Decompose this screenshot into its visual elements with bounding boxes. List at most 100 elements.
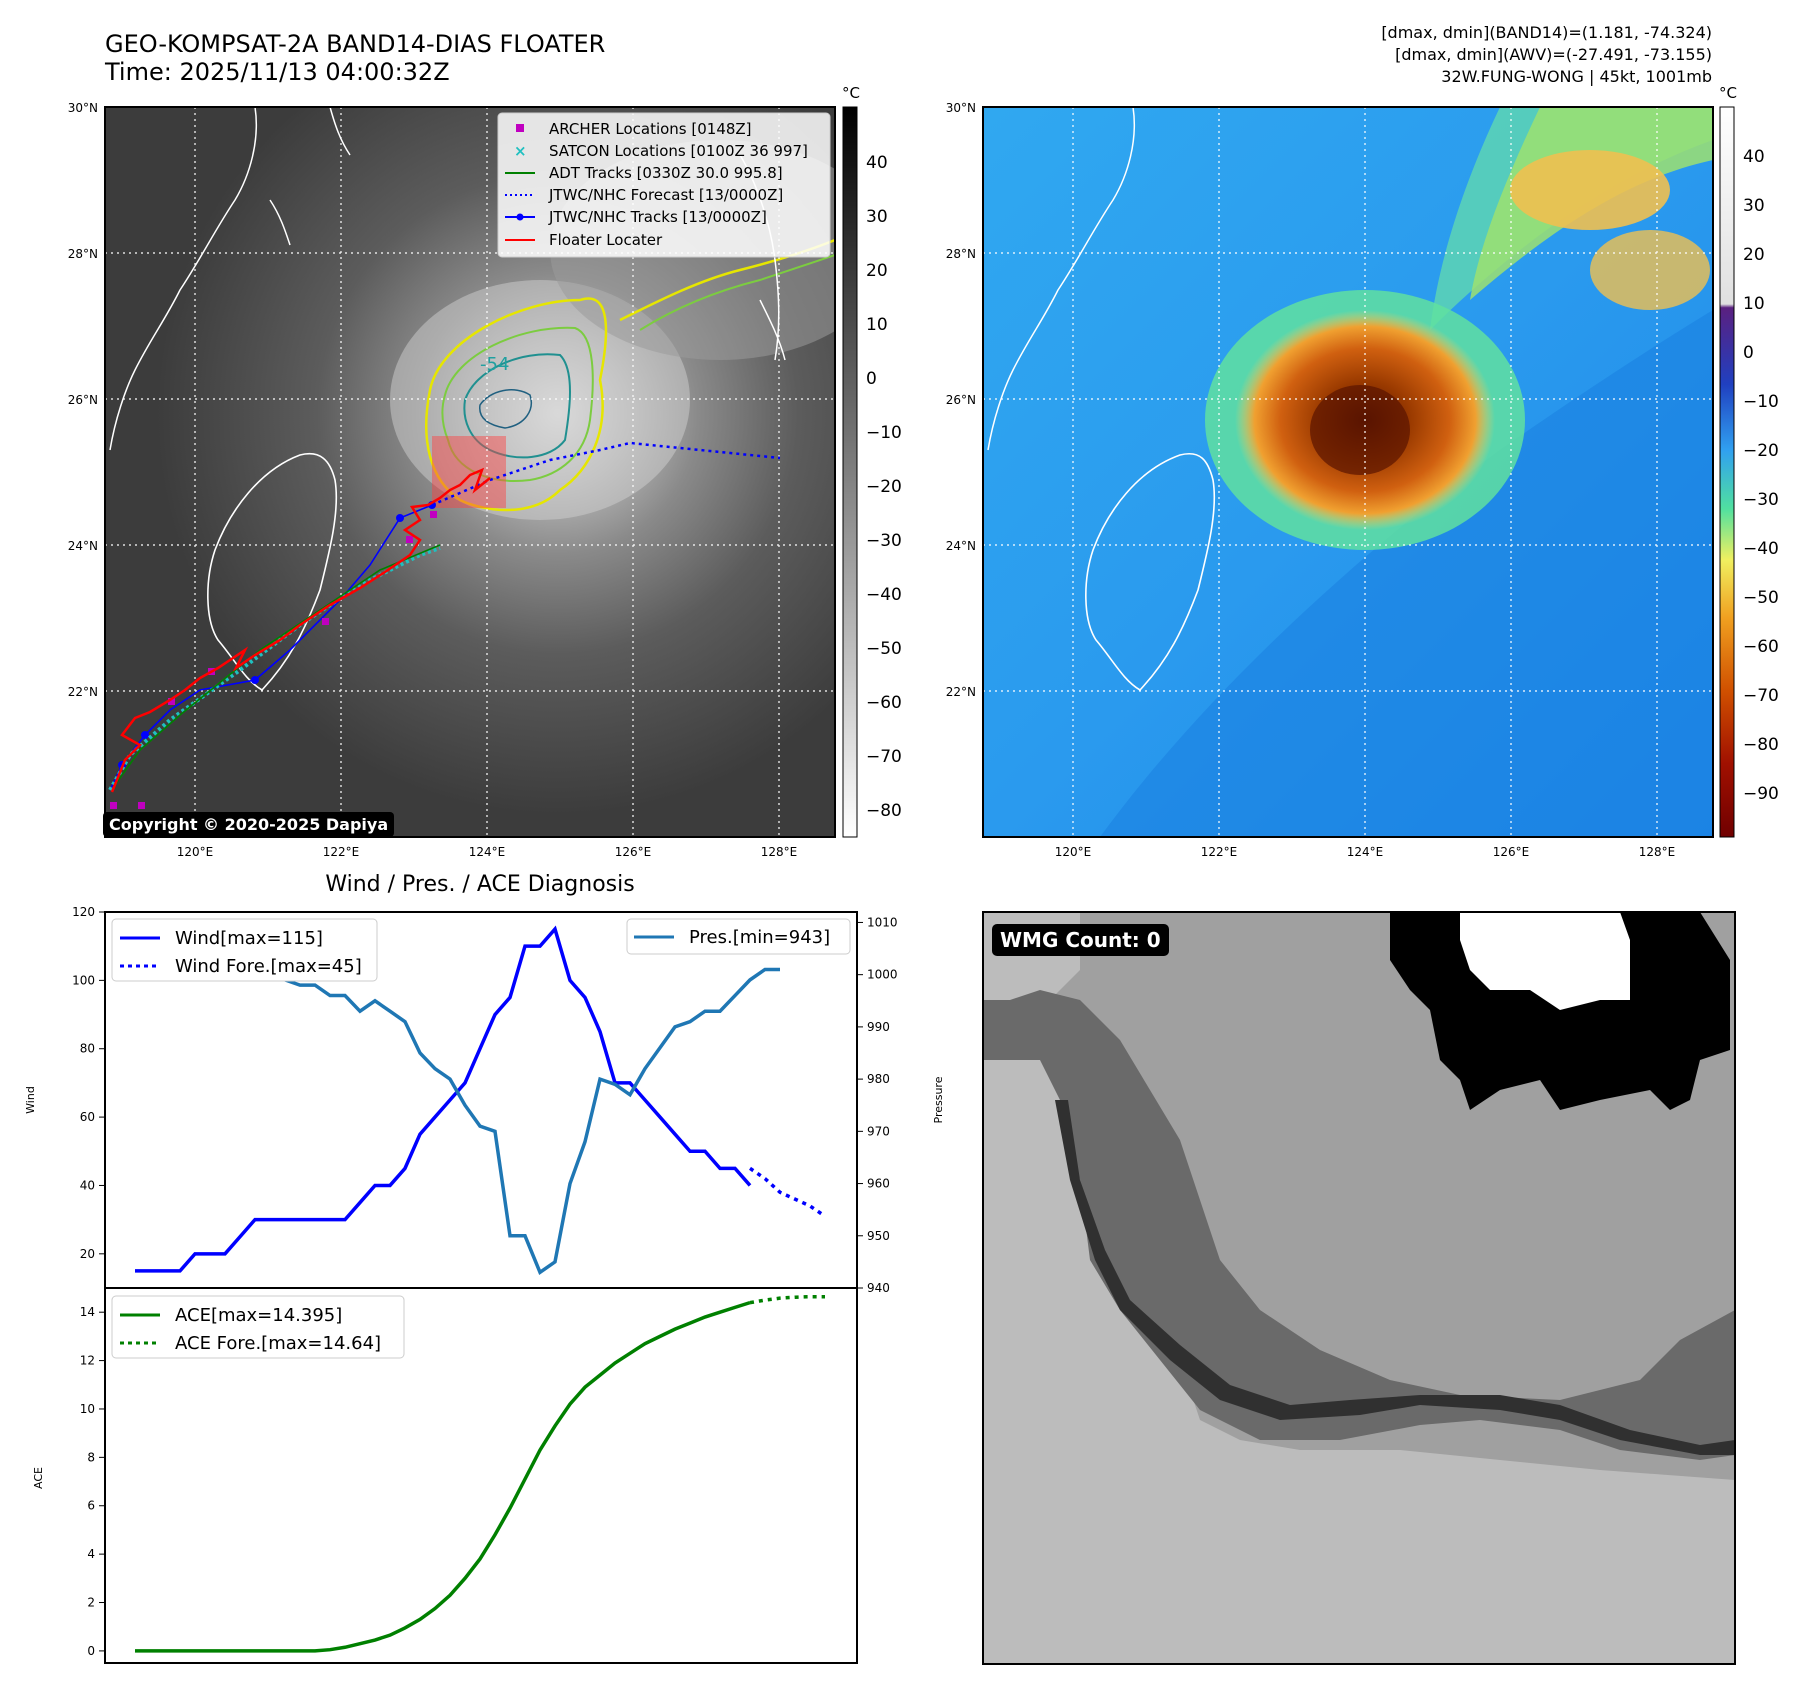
color-storm-eye-region [1310,385,1410,475]
ace-ytick-label: 12 [80,1354,95,1368]
wmg-light-region [983,912,1735,1664]
gray-tick-20: 20 [866,261,888,281]
ir-lon-126: 126°E [615,845,652,859]
gray-colorbar-ticks: 40 30 20 10 0 −10 −20 −30 −40 −50 −60 −7… [866,153,902,821]
ace-ytick-label: 14 [80,1305,95,1319]
floater-locater-box [432,436,506,508]
gray-colorbar-unit: °C [842,84,860,102]
color-lat-30: 30°N [946,101,976,115]
color-tick-m90: −90 [1743,784,1779,804]
color-map-frame [982,106,1714,838]
ir-lon-122: 122°E [323,845,360,859]
color-lat-28: 28°N [946,247,976,261]
pressure-ytick-label: 960 [867,1177,890,1191]
legend-wind-fore-label: Wind Fore.[max=45] [175,956,362,977]
ace-series-line [135,1300,751,1653]
color-warm-patch-1 [1510,150,1670,230]
legend-archer-marker [516,124,524,132]
legend-satcon-label: SATCON Locations [0100Z 36 997] [549,142,808,160]
color-gridlines [983,107,1713,837]
color-tick-0: 0 [1743,343,1754,363]
color-tick-m50: −50 [1743,588,1779,608]
ace-ytick-label: 2 [87,1596,95,1610]
wind-series-line [135,925,752,1273]
legend-ace-label: ACE[max=14.395] [175,1305,342,1326]
wind-ytick-label: 20 [80,1247,95,1261]
ir-lon-128: 128°E [761,845,798,859]
ir-lat-26: 26°N [68,393,98,407]
ir-map-panel: -54 [68,84,902,859]
color-tick-m30: −30 [1743,490,1779,510]
wmg-panel [982,911,1736,1665]
pressure-ytick-label: 1000 [867,968,898,982]
legend-track-marker [516,213,524,221]
legend-ace-fore-label: ACE Fore.[max=14.64] [175,1333,381,1354]
color-warm-patch-2 [1590,230,1710,310]
pressure-legend: Pres.[min=943] [626,918,851,955]
pressure-yticks: 940 950 960 970 980 990 1000 1010 [857,915,898,1295]
ace-yticks: 0 2 4 6 8 10 12 14 [80,1305,105,1658]
color-colorbar-ticks: 40 30 20 10 0 −10 −20 −30 −40 −50 −60 −7… [1743,147,1779,804]
color-lat-26: 26°N [946,393,976,407]
pressure-ytick-label: 1010 [867,915,898,929]
color-map-panel: 30°N 28°N 26°N 24°N 22°N 120°E 122°E 124… [946,84,1779,859]
contour-yellow [425,297,608,512]
gray-tick-m50: −50 [866,639,902,659]
ir-lat-30: 30°N [68,101,98,115]
pressure-ytick-label: 950 [867,1229,890,1243]
color-tick-m10: −10 [1743,392,1779,412]
color-colorbar-unit: °C [1719,84,1737,102]
figure-time: Time: 2025/11/13 04:00:32Z [104,58,450,86]
color-lon-128: 128°E [1639,845,1676,859]
color-tick-m80: −80 [1743,735,1779,755]
diagnosis-panel: Wind / Pres. / ACE Diagnosis 20406080100… [24,872,945,1664]
ir-lon-labels: 120°E 122°E 124°E 126°E 128°E [177,845,798,859]
legend-pressure-label: Pres.[min=943] [689,927,830,948]
gray-colorbar [842,106,858,838]
pressure-ylabel: Pressure [932,1076,945,1123]
ir-lat-28: 28°N [68,247,98,261]
gray-tick-m60: −60 [866,693,902,713]
wind-ytick-label: 60 [80,1110,95,1124]
ir-lon-120: 120°E [177,845,214,859]
diagnosis-title: Wind / Pres. / ACE Diagnosis [325,872,634,897]
contour-ne-band-green [639,254,835,331]
contour-green [441,326,594,482]
ace-ytick-label: 6 [87,1499,95,1513]
gray-tick-m20: −20 [866,477,902,497]
wind-ylabel: Wind [24,1086,37,1114]
storm-info: 32W.FUNG-WONG | 45kt, 1001mb [1441,67,1712,86]
legend-archer-label: ARCHER Locations [0148Z] [549,120,752,138]
ace-legend: ACE[max=14.395] ACE Fore.[max=14.64] [111,1295,405,1359]
pressure-ytick-label: 980 [867,1072,890,1086]
color-tick-m60: −60 [1743,637,1779,657]
wmg-frame [982,911,1736,1665]
legend-satcon-marker: × [514,142,527,160]
color-tick-m70: −70 [1743,686,1779,706]
contour-label: -54 [480,354,509,375]
ir-map-frame [104,106,836,838]
color-tick-20: 20 [1743,245,1765,265]
color-colorbar [1719,106,1735,838]
gray-tick-10: 10 [866,315,888,335]
color-lon-126: 126°E [1493,845,1530,859]
figure-title: GEO-KOMPSAT-2A BAND14-DIAS FLOATER [105,30,605,58]
pressure-ytick-label: 940 [867,1281,890,1295]
gray-tick-0: 0 [866,369,877,389]
ace-lines [135,1294,825,1653]
jtwc-forecast-track [431,441,781,507]
copyright-label: Copyright © 2020-2025 Dapiya [103,812,395,837]
color-tick-m20: −20 [1743,441,1779,461]
gray-tick-30: 30 [866,207,888,227]
legend-track-label: JTWC/NHC Tracks [13/0000Z] [548,208,767,226]
legend-forecast-label: JTWC/NHC Forecast [13/0000Z] [548,186,783,204]
adt-track [114,544,441,786]
legend-wind-label: Wind[max=115] [175,928,323,949]
ace-ytick-label: 4 [87,1547,95,1561]
taiwan-coastline-2 [1085,453,1216,692]
pressure-ytick-label: 990 [867,1020,890,1034]
wind-ytick-label: 100 [72,973,95,987]
ir-lat-labels: 30°N 28°N 26°N 24°N 22°N [68,101,98,699]
taiwan-coastline [207,453,338,692]
pressure-ytick-label: 970 [867,1124,890,1138]
